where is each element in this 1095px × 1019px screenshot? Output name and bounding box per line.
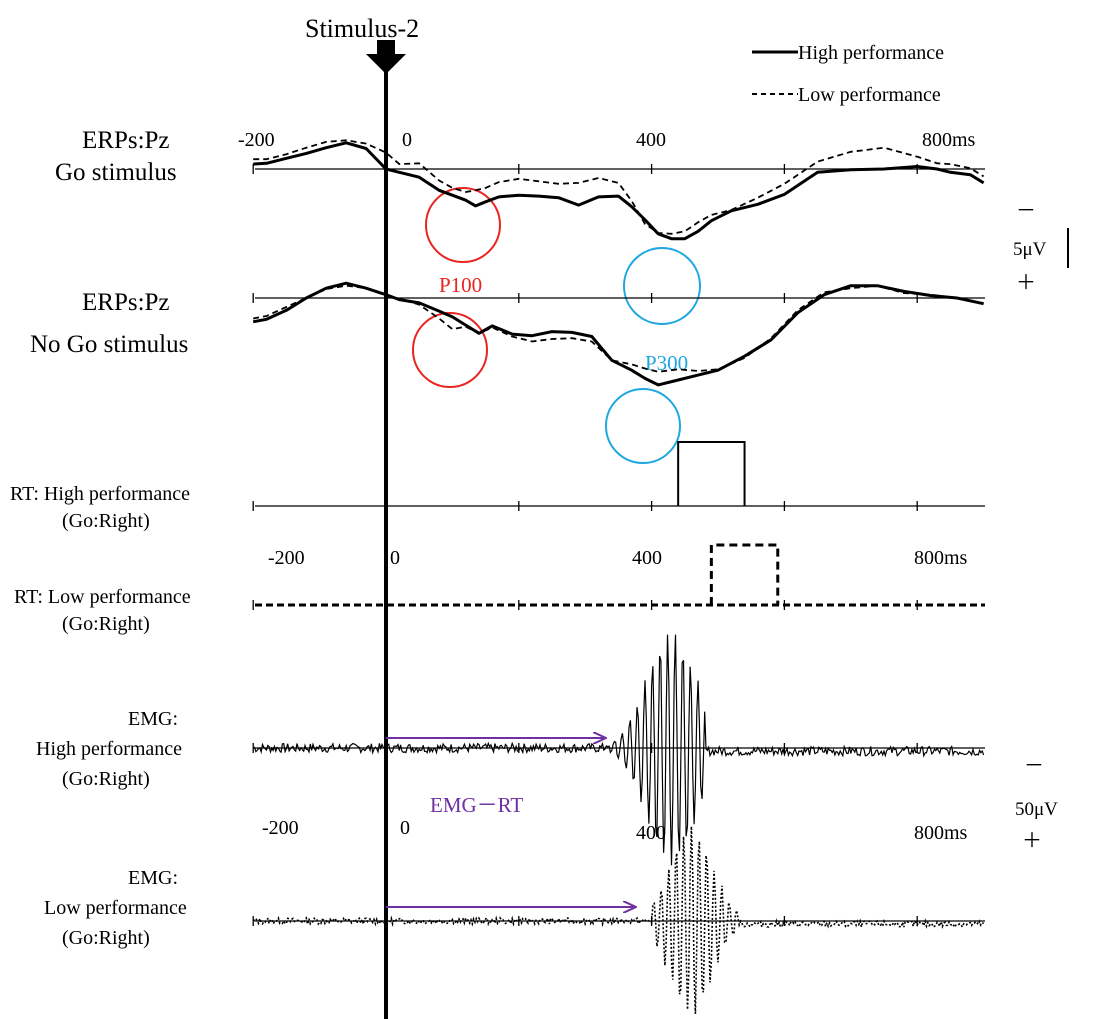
emg-high-label-line2: High performance: [36, 738, 182, 760]
p100-circle-nogo: [412, 312, 488, 388]
erp-nogo-label-line2: No Go stimulus: [30, 331, 188, 358]
erp-go-series-low: [253, 139, 985, 235]
emg-low-trace: [252, 826, 985, 1014]
legend-high-label: High performance: [798, 42, 944, 64]
rt-low-label-line2: (Go:Right): [62, 613, 150, 635]
rt-low-pulse: [709, 543, 780, 605]
erp-go-label-line2: Go stimulus: [55, 159, 177, 186]
erp-nogo-series-high: [252, 281, 984, 387]
erp-nogo-series-low: [253, 284, 984, 373]
emg-high-label-line3: (Go:Right): [62, 768, 150, 790]
p100-label: P100: [439, 273, 482, 297]
rt-high-pulse: [677, 441, 746, 506]
tick-mid-400: 400: [632, 547, 662, 569]
erp-go-series-high: [253, 141, 985, 241]
emg-scale-value: 50μV: [1015, 799, 1058, 820]
p100-circle-go: [425, 187, 501, 263]
rt-high-label-line1: RT: High performance: [10, 483, 190, 505]
rt-low-label-line1: RT: Low performance: [14, 586, 191, 608]
emg-low-label-line3: (Go:Right): [62, 927, 150, 949]
emg-high-trace: [252, 634, 985, 866]
erp-scale-plus: ＋: [1016, 272, 1036, 294]
erp-nogo-label-line1: ERPs:Pz: [82, 289, 170, 316]
erp-scale-minus: －: [1016, 200, 1036, 222]
tick-bot-minus200: -200: [262, 817, 299, 839]
erp-scale-value: 5μV: [1013, 239, 1047, 260]
erp-go-label-line1: ERPs:Pz: [82, 127, 170, 154]
tick-mid-800: 800ms: [914, 547, 968, 569]
stimulus-label: Stimulus-2: [305, 14, 419, 43]
rt-high-label-line2: (Go:Right): [62, 510, 150, 532]
emg-high-label-line1: EMG:: [128, 708, 178, 730]
emg-scale-plus: ＋: [1022, 830, 1042, 852]
tick-top-minus200: -200: [238, 129, 275, 151]
emg-rt-label: EMG－RT: [430, 793, 523, 817]
plot-layer: [252, 139, 985, 1014]
tick-bot-400: 400: [636, 822, 666, 844]
p300-circle-go: [623, 247, 701, 325]
emg-low-label-line1: EMG:: [128, 867, 178, 889]
tick-top-400: 400: [636, 129, 666, 151]
p300-circle-nogo: [605, 388, 681, 464]
tick-bot-zero: 0: [400, 817, 410, 839]
legend-low-label: Low performance: [798, 84, 941, 106]
stimulus-arrow-icon: [366, 40, 406, 74]
emg-low-label-line2: Low performance: [44, 897, 187, 919]
tick-top-zero: 0: [402, 129, 412, 151]
tick-top-800: 800ms: [922, 129, 976, 151]
emg-scale-minus: －: [1024, 755, 1044, 777]
tick-bot-800: 800ms: [914, 822, 968, 844]
tick-mid-minus200: -200: [268, 547, 305, 569]
tick-mid-zero: 0: [390, 547, 400, 569]
